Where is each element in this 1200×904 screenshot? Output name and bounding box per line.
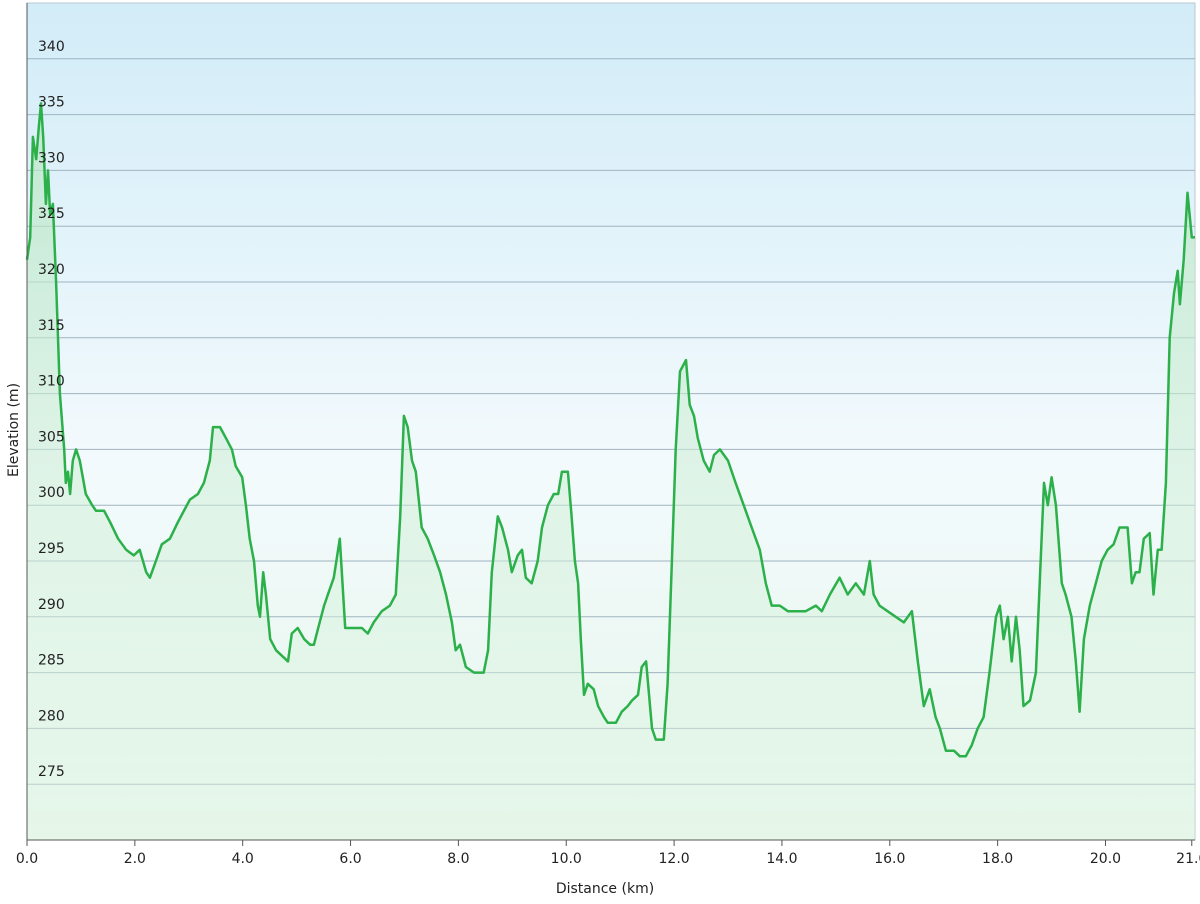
y-tick-label: 320 xyxy=(38,262,65,278)
x-tick-label: 2.0 xyxy=(124,851,146,867)
x-tick-label: 0.0 xyxy=(16,851,38,867)
y-tick-label: 300 xyxy=(38,485,65,501)
y-axis-title: Elevation (m) xyxy=(6,383,22,477)
x-axis-title: Distance (km) xyxy=(556,881,654,897)
y-tick-label: 305 xyxy=(38,429,65,445)
x-tick-label: 12.0 xyxy=(659,851,690,867)
x-tick-label: 10.0 xyxy=(551,851,582,867)
y-tick-label: 335 xyxy=(38,95,65,111)
x-tick-label: 20.0 xyxy=(1090,851,1121,867)
x-tick-label: 6.0 xyxy=(339,851,361,867)
y-tick-label: 310 xyxy=(38,374,65,390)
x-tick-label: 16.0 xyxy=(874,851,905,867)
area-fill xyxy=(27,103,1195,840)
y-tick-label: 280 xyxy=(38,708,65,724)
x-tick-label: 4.0 xyxy=(232,851,254,867)
x-tick-label: 8.0 xyxy=(447,851,469,867)
y-tick-label: 275 xyxy=(38,764,65,780)
y-tick-label: 325 xyxy=(38,206,65,222)
x-tick-label: 14.0 xyxy=(766,851,797,867)
x-tick-label: 21.6 xyxy=(1176,851,1200,867)
y-tick-label: 290 xyxy=(38,597,65,613)
x-tick-label: 18.0 xyxy=(982,851,1013,867)
y-tick-label: 285 xyxy=(38,653,65,669)
y-tick-label: 340 xyxy=(38,39,65,55)
y-tick-label: 330 xyxy=(38,150,65,166)
y-tick-label: 295 xyxy=(38,541,65,557)
elevation-line xyxy=(25,102,1195,758)
y-tick-label: 315 xyxy=(38,318,65,334)
